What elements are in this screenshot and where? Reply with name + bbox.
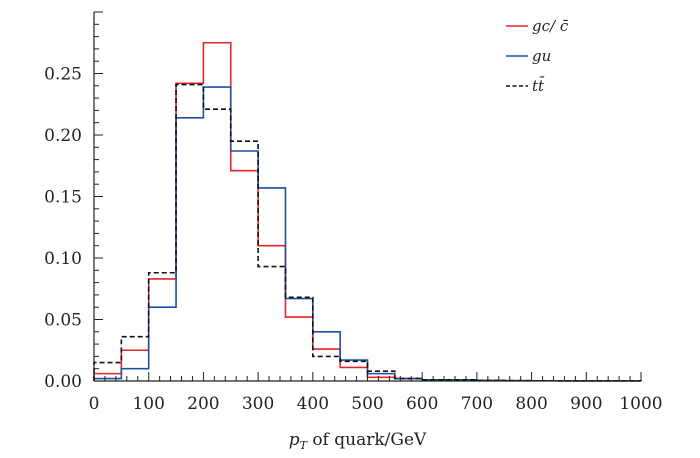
x-axis-title: pT of quark/GeV xyxy=(289,430,427,452)
legend-label-1: gu xyxy=(532,47,551,65)
plot-area xyxy=(93,41,642,382)
legend-label-2: tt̄ xyxy=(532,77,545,95)
legend: gc/ c̄ gu tt̄ xyxy=(506,17,569,95)
series-line-2 xyxy=(93,83,642,382)
x-tick-label: 900 xyxy=(570,394,602,414)
x-tick-label: 300 xyxy=(242,394,274,414)
x-tick-label: 800 xyxy=(515,394,547,414)
x-tick-label: 200 xyxy=(187,394,219,414)
y-tick-label: 0.10 xyxy=(44,249,82,269)
y-tick-label: 0.20 xyxy=(44,126,82,146)
legend-label-0: gc/ c̄ xyxy=(532,17,569,35)
y-tick-label: 0.15 xyxy=(44,188,82,208)
x-axis-title-rest: of quark/GeV xyxy=(307,430,427,450)
y-tick-label: 0.25 xyxy=(44,65,82,85)
x-tick-label: 100 xyxy=(132,394,164,414)
x-axis-title-sub: T xyxy=(300,439,309,452)
x-tick-label: 700 xyxy=(461,394,493,414)
x-axis-title-main: p xyxy=(289,430,300,450)
x-tick-label: 600 xyxy=(406,394,438,414)
y-tick-label: 0.05 xyxy=(44,311,82,331)
x-tick-label: 1000 xyxy=(619,394,662,414)
x-tick-label: 0 xyxy=(89,394,100,414)
axes: 0 100 200 300 400 500 600 700 800 900 1000 0.00 0.05… xyxy=(44,11,663,414)
x-tick-label: 400 xyxy=(297,394,329,414)
y-tick-label: 0.00 xyxy=(44,372,82,392)
x-tick-label: 500 xyxy=(351,394,383,414)
